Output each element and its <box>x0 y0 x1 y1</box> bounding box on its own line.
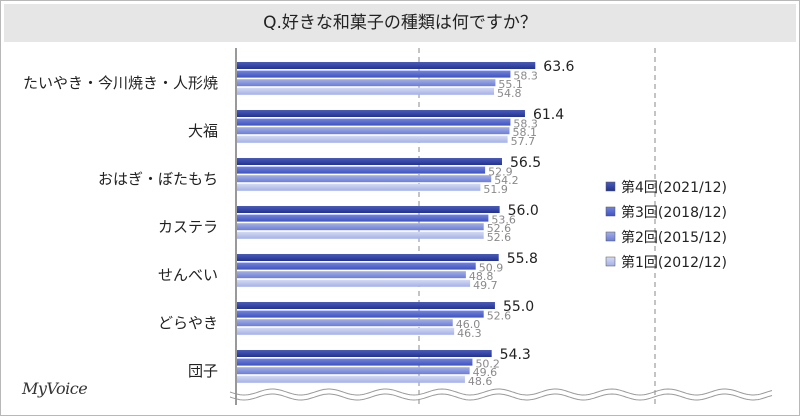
data-label: 55.1 <box>498 78 523 91</box>
legend-swatch <box>605 181 616 192</box>
bar <box>237 110 525 117</box>
bar <box>237 231 484 239</box>
chart-title: Q.好きな和菓子の種類は何ですか？ <box>263 13 537 33</box>
bar <box>237 319 453 327</box>
data-label: 49.6 <box>473 366 498 379</box>
data-label: 52.6 <box>487 222 512 235</box>
bar <box>237 262 476 270</box>
bar <box>237 223 484 231</box>
data-label: 46.0 <box>456 318 481 331</box>
data-label: 51.9 <box>483 183 508 196</box>
data-label: 56.0 <box>508 203 539 219</box>
data-label: 50.9 <box>479 262 504 275</box>
bar <box>237 206 500 213</box>
data-label: 55.8 <box>507 251 538 267</box>
data-label: 58.3 <box>513 118 538 131</box>
grid-layer <box>235 48 656 405</box>
bar-layer <box>237 62 536 383</box>
bar <box>237 158 502 165</box>
data-label: 52.9 <box>488 166 513 179</box>
bar <box>237 254 499 261</box>
data-label: 49.7 <box>473 279 498 292</box>
bar <box>237 279 471 287</box>
bar <box>237 302 495 309</box>
data-label: 53.6 <box>491 214 516 227</box>
data-label: 54.2 <box>494 174 519 187</box>
data-label: 52.6 <box>487 231 512 244</box>
data-label: 46.3 <box>457 327 482 340</box>
data-label: 54.3 <box>500 347 531 363</box>
legend-swatch <box>605 206 616 217</box>
bar <box>237 135 508 143</box>
legend-label: 第2回(2015/12) <box>621 229 727 246</box>
bar <box>237 79 496 87</box>
data-label: 56.5 <box>510 155 541 171</box>
legend-label: 第3回(2018/12) <box>621 204 727 221</box>
data-label: 63.6 <box>543 59 574 75</box>
category-label: せんべい <box>158 266 218 284</box>
bar <box>237 166 486 174</box>
data-label: 48.6 <box>468 375 493 388</box>
bar <box>237 327 455 335</box>
category-label: おはぎ・ぼたもち <box>98 170 218 188</box>
data-label: 52.6 <box>487 310 512 323</box>
data-label: 50.2 <box>475 358 500 371</box>
legend-swatch <box>605 256 616 267</box>
wave-break-line <box>229 388 773 396</box>
bar <box>237 375 465 383</box>
label-layer: 63.658.355.154.861.458.358.157.756.552.9… <box>456 59 575 388</box>
legend-label: 第1回(2012/12) <box>621 254 727 271</box>
bar <box>237 358 473 366</box>
data-label: 61.4 <box>533 107 564 123</box>
bar <box>237 87 495 95</box>
legend-label: 第4回(2021/12) <box>621 179 727 196</box>
bar <box>237 350 492 357</box>
category-label: 大福 <box>188 122 218 140</box>
bar <box>237 271 466 279</box>
title-bar: Q.好きな和菓子の種類は何ですか？ <box>4 4 796 42</box>
bar <box>237 367 470 375</box>
bar <box>237 183 481 191</box>
data-label: 58.1 <box>512 126 537 139</box>
bar <box>237 175 492 183</box>
bar <box>237 310 484 318</box>
legend-swatch <box>605 231 616 242</box>
legend: 第4回(2021/12) 第3回(2018/12) 第2回(2015/12) 第1回(… <box>605 179 727 271</box>
bar <box>237 70 511 78</box>
data-label: 55.0 <box>503 299 534 315</box>
category-label: どらやき <box>158 314 218 332</box>
bar <box>237 62 536 69</box>
axis-break <box>229 388 773 401</box>
bar <box>237 118 511 126</box>
data-label: 58.3 <box>513 70 538 83</box>
wave-break-line <box>229 393 773 401</box>
bar <box>237 127 510 135</box>
category-label: カステラ <box>158 218 218 236</box>
data-label: 48.8 <box>469 270 494 283</box>
category-label: たいやき・今川焼き・人形焼 <box>23 74 218 92</box>
data-label: 54.8 <box>497 87 521 100</box>
data-label: 57.7 <box>511 135 536 148</box>
category-label: 団子 <box>188 362 218 380</box>
bar <box>237 214 489 222</box>
myvoice-logo: MyVoice <box>22 379 88 398</box>
